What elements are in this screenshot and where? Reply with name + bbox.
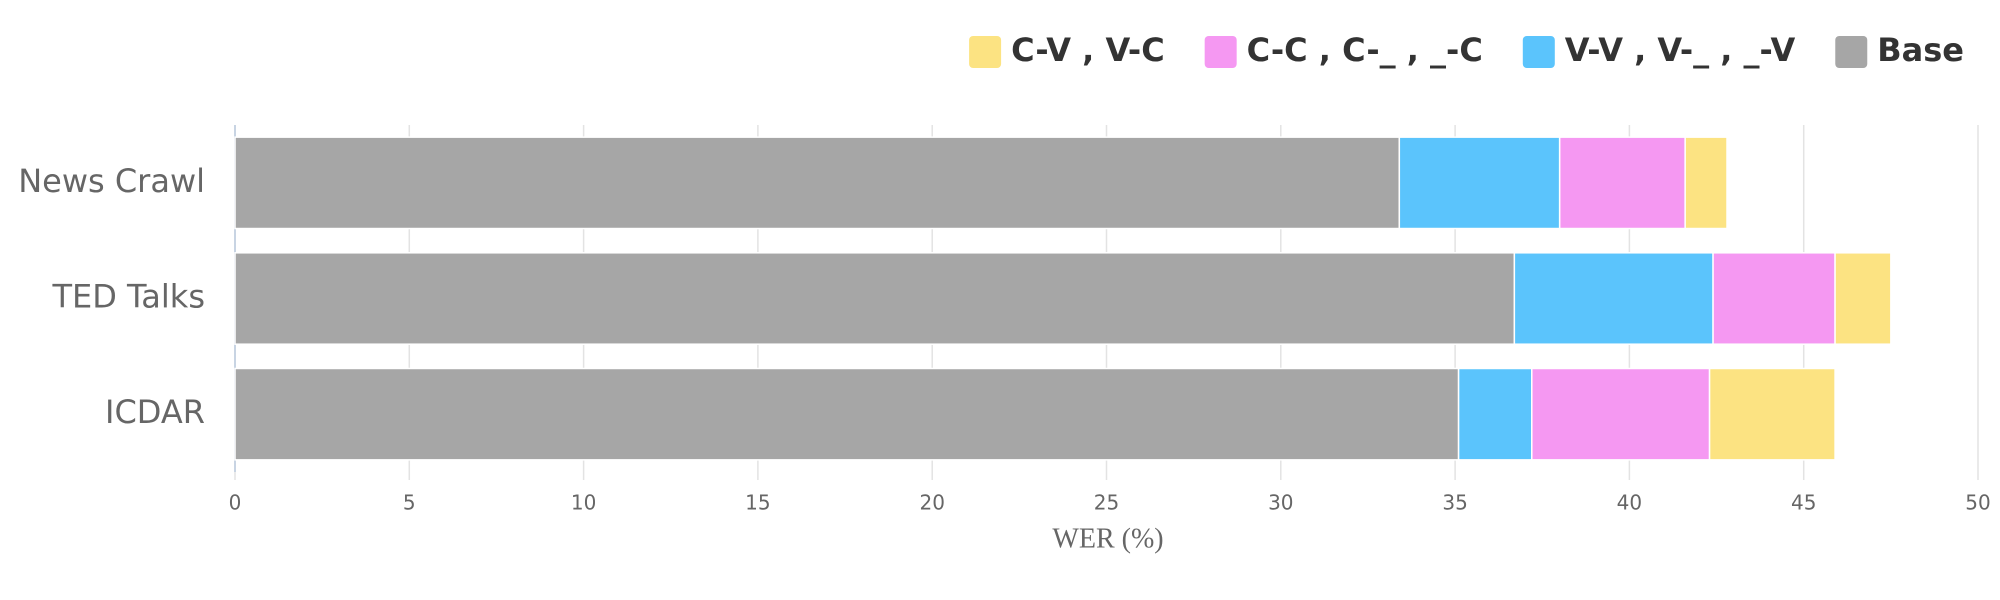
bar-segment [1531, 367, 1711, 461]
y-tick-label: ICDAR [105, 393, 205, 431]
bar-segment [1398, 136, 1561, 230]
bar-segment [1712, 252, 1836, 345]
y-tick-label: News Crawl [18, 162, 205, 200]
x-tick-label: 45 [1791, 491, 1816, 515]
legend-swatch [1204, 36, 1237, 68]
legend-label: V-V , V-_ , _-V [1565, 31, 1796, 69]
x-tick-label: 25 [1094, 491, 1119, 515]
legend-swatch [969, 36, 1002, 68]
legend-label: C-V , V-C [1011, 31, 1165, 69]
x-tick-label: 0 [229, 491, 242, 515]
bar-segment [1684, 136, 1728, 230]
bar-segment [1457, 367, 1533, 461]
x-tick-label: 30 [1268, 491, 1293, 515]
y-tick-label: TED Talks [51, 278, 205, 316]
bar-segment [234, 367, 1460, 461]
bar-segment [1708, 367, 1836, 461]
legend-label: C-C , C-_ , _-C [1247, 31, 1483, 69]
x-tick-label: 15 [745, 491, 770, 515]
legend-swatch [1835, 36, 1868, 68]
bar-segment [1834, 252, 1892, 345]
x-tick-label: 50 [1965, 491, 1990, 515]
x-axis-title: WER (%) [1052, 523, 1163, 554]
legend-label: Base [1877, 31, 1964, 69]
x-tick-label: 5 [403, 491, 416, 515]
bar-segment [1513, 252, 1714, 345]
x-tick-label: 20 [919, 491, 944, 515]
bar-segment [1558, 136, 1686, 230]
bar-segment [234, 252, 1516, 345]
bar-segment [234, 136, 1401, 230]
x-tick-label: 40 [1617, 491, 1642, 515]
x-tick-label: 35 [1442, 491, 1467, 515]
legend-swatch [1522, 36, 1555, 68]
x-tick-label: 10 [571, 491, 596, 515]
